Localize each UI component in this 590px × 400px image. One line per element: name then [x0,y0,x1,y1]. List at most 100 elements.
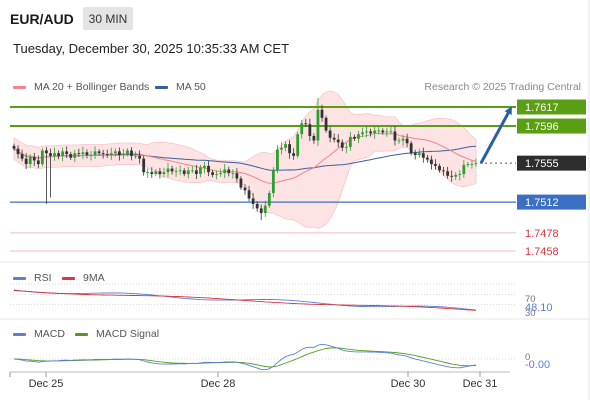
candle-body [235,173,239,179]
candle-body [284,144,287,148]
candle-body [231,173,235,174]
candle-body [409,143,413,154]
rsi-ma-line [13,290,477,311]
legend-ma20: MA 20 + Bollinger Bands [13,81,149,93]
candle-body [348,136,352,147]
candle-body [340,142,344,148]
candle-body [377,130,381,132]
candle-body [434,164,437,166]
candle-body [85,152,89,155]
candle-body [186,170,190,175]
candle-body [45,150,48,154]
candle-body [259,208,263,213]
candle-body [109,153,113,155]
candle-body [324,117,328,131]
macd-value: -0.00 [525,359,550,371]
candle-body [365,131,368,133]
candle-body [470,164,474,165]
candle-body [474,163,478,165]
candle-body [77,153,81,155]
candle-body [16,148,20,155]
key-levels: 1.7617 1.7596 1.7555 1.7512 1.7478 1.7458 [10,99,586,258]
candle-body [381,130,385,133]
candle-body [417,153,421,155]
candle-body [113,151,117,154]
candle-body [389,131,393,133]
candle-body [207,165,210,173]
candle-body [247,190,251,199]
candle-body [223,169,227,174]
candle-body [24,158,28,165]
legend-rsi-ma-label: 9MA [83,272,105,284]
candlesticks [12,97,478,221]
rsi-swatch [13,276,26,280]
candle-body [336,139,340,143]
candle-body [353,136,356,139]
candle-body [361,132,364,135]
candle-body [89,155,93,156]
candle-body [332,137,336,140]
datetime-label: Tuesday, December 30, 2025 10:35:33 AM C… [13,41,290,56]
candle-body [170,168,174,172]
candle-body [150,172,154,175]
bollinger-band-area [13,90,477,229]
candle-body [263,205,267,213]
candle-body [369,131,373,134]
candle-body [312,135,316,141]
level-label-1.7555: 1.7555 [525,158,559,170]
candle-body [53,153,56,156]
legend-macd-signal-label: MACD Signal [96,328,160,340]
legend-rsi: RSI [13,272,52,284]
candle-body [215,174,219,175]
candle-body [316,109,320,141]
legend-macd-signal: MACD Signal [75,328,159,340]
candle-body [304,123,308,125]
legend-ma20-label: MA 20 + Bollinger Bands [34,81,150,93]
x-axis-labels: Dec 25 Dec 28 Dec 30 Dec 31 [9,372,497,390]
legend-macd-label: MACD [34,328,65,340]
candle-body [61,151,65,156]
copyright: Research © 2025 Trading Central [424,81,581,93]
candle-body [211,172,214,175]
macd-zero-label: 0 [525,352,530,363]
candle-body [288,144,291,154]
macd-line [13,343,477,371]
candle-body [65,151,69,155]
rsi-ma-swatch [62,276,75,280]
candle-body [320,109,324,118]
candle-body [49,153,52,156]
candle-body [458,174,462,175]
candle-body [425,157,429,160]
candle-body [182,170,186,175]
candle-body [280,147,283,150]
candle-body [190,170,194,172]
candle-body [450,175,454,177]
symbol-title: EUR/AUD [10,11,74,27]
bollinger-bands [13,90,477,229]
legend-rsi-label: RSI [34,272,52,284]
legend-macd: MACD [13,328,65,340]
timeframe-badge[interactable]: 30 MIN [83,7,133,30]
candle-body [12,145,16,149]
projection-arrow-line [479,106,512,164]
candle-body [344,146,348,148]
candle-body [199,167,202,175]
candle-body [276,149,279,171]
candle-body [174,171,178,173]
candle-body [122,154,125,155]
candle-body [81,152,85,155]
rsi-level-70: 70 [525,294,536,305]
level-box-1.7596 [517,118,586,134]
candle-body [373,130,377,134]
candle-body [146,172,150,174]
candle-body [413,153,417,155]
candle-body [466,164,470,165]
candle-body [397,140,401,142]
macd-panel: 0-0.00 [10,343,550,371]
level-box-1.7512 [517,194,586,210]
candle-body [442,170,445,172]
legend-ma50-label: MA 50 [176,81,206,93]
macd-swatch [13,332,26,336]
level-label-1.7512: 1.7512 [525,197,559,209]
